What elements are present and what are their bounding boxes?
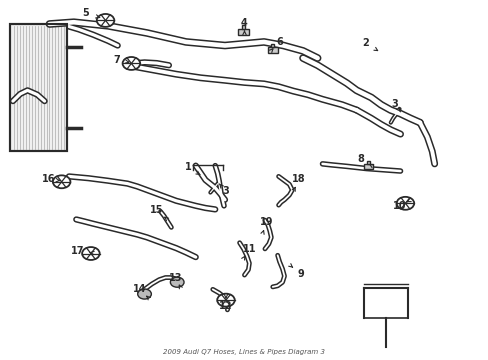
Bar	[366, 161, 369, 164]
Circle shape	[122, 57, 140, 70]
Text: 5: 5	[82, 8, 89, 18]
Text: 12: 12	[219, 301, 232, 311]
Circle shape	[97, 14, 114, 27]
Text: 4: 4	[241, 18, 247, 28]
Text: 2: 2	[361, 38, 368, 48]
Text: 16: 16	[41, 174, 55, 184]
Circle shape	[217, 294, 234, 307]
Bar	[271, 44, 274, 47]
Text: 10: 10	[392, 201, 406, 211]
Text: 6: 6	[276, 37, 283, 47]
Bar	[10, 24, 66, 151]
Bar	[241, 25, 245, 29]
Text: 11: 11	[242, 244, 256, 254]
Text: 9: 9	[297, 269, 304, 279]
Circle shape	[170, 277, 183, 287]
Text: 8: 8	[356, 154, 363, 164]
Text: 1: 1	[184, 162, 191, 172]
Bar	[267, 47, 277, 53]
Text: 3: 3	[222, 186, 229, 197]
Text: 18: 18	[292, 174, 305, 184]
Text: 19: 19	[259, 217, 273, 227]
Text: 2009 Audi Q7 Hoses, Lines & Pipes Diagram 3: 2009 Audi Q7 Hoses, Lines & Pipes Diagra…	[163, 349, 325, 355]
Bar	[364, 164, 372, 169]
Text: 14: 14	[133, 284, 146, 294]
Circle shape	[138, 289, 151, 299]
Bar	[237, 29, 249, 36]
Circle shape	[53, 175, 70, 188]
Text: 3: 3	[390, 99, 397, 109]
Text: 15: 15	[150, 206, 163, 216]
Text: 17: 17	[71, 246, 84, 256]
Circle shape	[396, 197, 413, 210]
Circle shape	[82, 247, 100, 260]
Bar	[363, 288, 407, 318]
Text: 13: 13	[168, 273, 182, 283]
Bar	[10, 24, 66, 151]
Text: 7: 7	[113, 55, 120, 65]
